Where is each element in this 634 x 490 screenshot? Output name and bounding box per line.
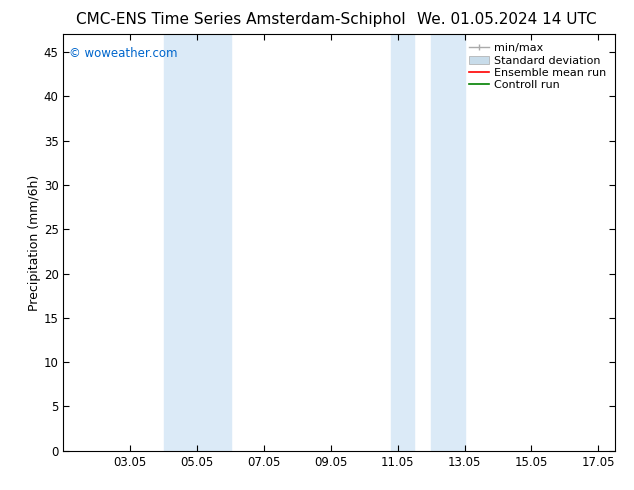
Bar (391, 34, 415, 451)
Text: We. 01.05.2024 14 UTC: We. 01.05.2024 14 UTC (417, 12, 597, 27)
Bar (164, 34, 231, 451)
Bar (431, 34, 465, 451)
Text: © woweather.com: © woweather.com (69, 47, 178, 60)
Legend: min/max, Standard deviation, Ensemble mean run, Controll run: min/max, Standard deviation, Ensemble me… (466, 40, 609, 94)
Text: CMC-ENS Time Series Amsterdam-Schiphol: CMC-ENS Time Series Amsterdam-Schiphol (76, 12, 406, 27)
Y-axis label: Precipitation (mm/6h): Precipitation (mm/6h) (28, 174, 41, 311)
